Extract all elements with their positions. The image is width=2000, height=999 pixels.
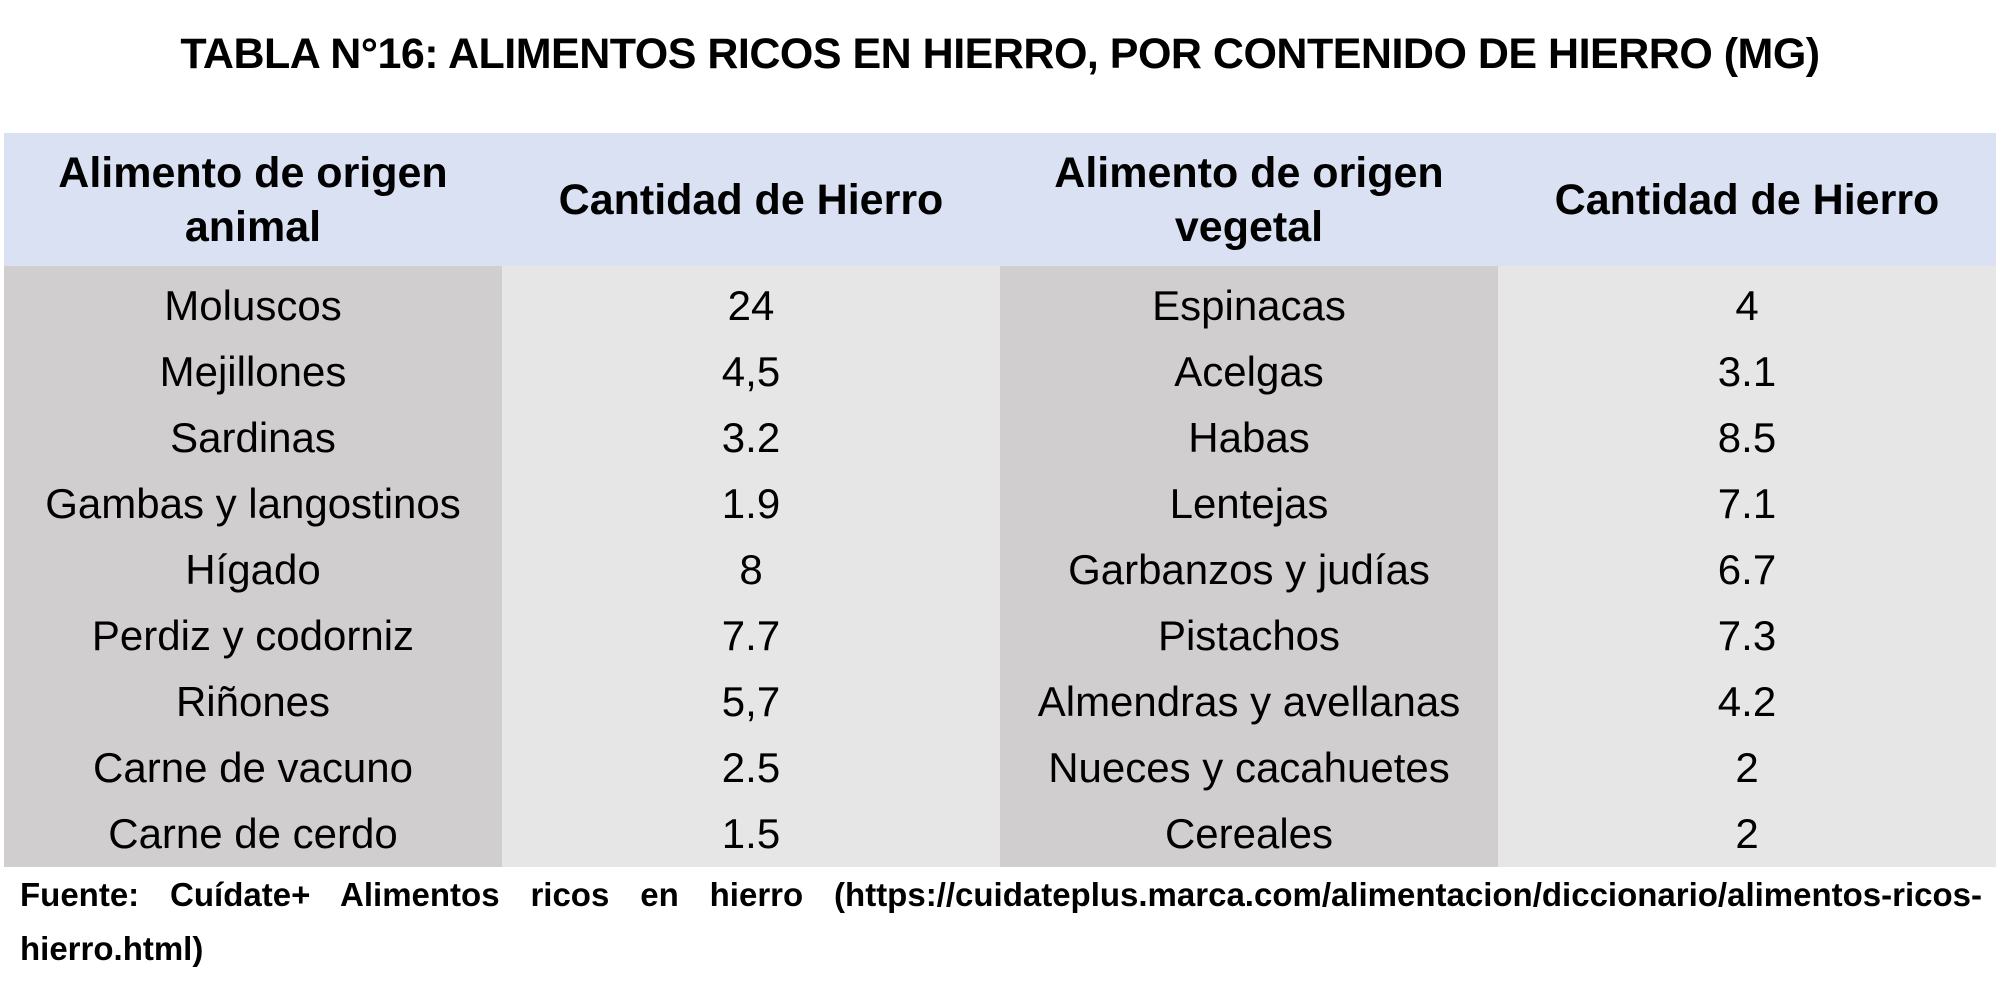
vegetable-iron-cell: 4 [1735, 282, 1759, 329]
animal-food-column: Moluscos Mejillones Sardinas Gambas y lango… [4, 266, 502, 867]
animal-iron-cell: 1.9 [721, 480, 781, 527]
animal-food-cell: Gambas y langostinos [45, 480, 461, 527]
vegetable-food-cell: Pistachos [1157, 612, 1341, 659]
animal-iron-cell: 24 [727, 282, 775, 329]
vegetable-food-cell: Nueces y cacahuetes [1048, 744, 1450, 791]
header-animal-iron-amount: Cantidad de Hierro [558, 175, 944, 224]
vegetable-iron-cell: 8.5 [1717, 414, 1777, 461]
vegetable-food-cell: Almendras y avellanas [1037, 678, 1461, 725]
vegetable-iron-cell: 7.3 [1717, 612, 1777, 659]
animal-iron-cell: 8 [739, 546, 763, 593]
header-vegetable-food: Alimento de origen vegetal [1054, 148, 1444, 251]
animal-iron-cell: 4,5 [721, 348, 781, 395]
vegetable-food-cell: Cereales [1164, 810, 1334, 857]
animal-iron-cell: 7.7 [721, 612, 781, 659]
animal-food-cell: Moluscos [164, 282, 342, 329]
vegetable-iron-cell: 2 [1735, 744, 1759, 791]
vegetable-iron-cell: 7.1 [1717, 480, 1777, 527]
vegetable-iron-cell: 4.2 [1717, 678, 1777, 725]
vegetable-food-cell: Acelgas [1174, 348, 1324, 395]
animal-food-cell: Carne de cerdo [108, 810, 398, 857]
table-body: Moluscos Mejillones Sardinas Gambas y lango… [4, 266, 1996, 867]
vegetable-iron-cell: 3.1 [1717, 348, 1777, 395]
iron-foods-table: Alimento de origen animal Cantidad de Hi… [4, 133, 1996, 867]
header-animal-food: Alimento de origen animal [58, 148, 448, 251]
table-header-row: Alimento de origen animal Cantidad de Hi… [4, 133, 1996, 266]
animal-food-cell: Hígado [185, 546, 321, 593]
animal-food-cell: Mejillones [159, 348, 347, 395]
vegetable-food-cell: Espinacas [1152, 282, 1346, 329]
animal-iron-cell: 2.5 [721, 744, 781, 791]
page-title: TABLA N°16: ALIMENTOS RICOS EN HIERRO, P… [180, 30, 1820, 78]
header-vegetable-iron-amount: Cantidad de Hierro [1554, 175, 1940, 224]
vegetable-iron-cell: 6.7 [1717, 546, 1777, 593]
animal-iron-cell: 5,7 [721, 678, 781, 725]
animal-iron-cell: 3.2 [721, 414, 781, 461]
animal-food-cell: Sardinas [170, 414, 336, 461]
vegetable-iron-cell: 2 [1735, 810, 1759, 857]
animal-food-cell: Carne de vacuno [93, 744, 413, 791]
animal-food-cell: Riñones [175, 678, 331, 725]
vegetable-food-column: Espinacas Acelgas Habas Lentejas Garbanzos y… [1000, 266, 1498, 867]
source-note: Fuente: Cuídate+ Alimentos ricos en hier… [20, 876, 1982, 967]
animal-iron-cell: 1.5 [721, 810, 781, 857]
vegetable-iron-column: 4 3.1 8.5 7.1 6.7 7.3 4.2 2 2 [1498, 266, 1996, 867]
vegetable-food-cell: Habas [1188, 414, 1310, 461]
animal-food-cell: Perdiz y codorniz [91, 612, 415, 659]
vegetable-food-cell: Lentejas [1169, 480, 1329, 527]
vegetable-food-cell: Garbanzos y judías [1068, 546, 1430, 593]
animal-iron-column: 24 4,5 3.2 1.9 8 7.7 5,7 2.5 1.5 [502, 266, 1000, 867]
